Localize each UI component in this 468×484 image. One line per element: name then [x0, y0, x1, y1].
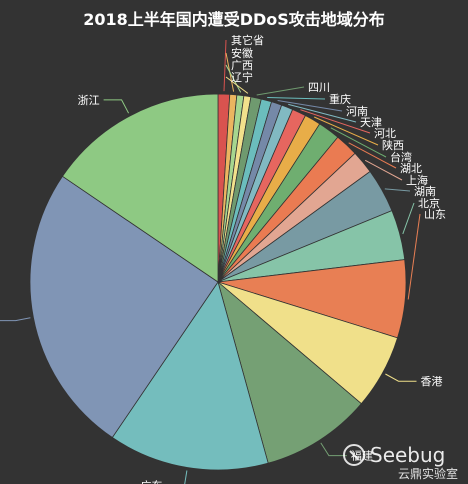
label-leader-line: [364, 159, 403, 181]
slice-label: 四川: [308, 81, 330, 94]
slice-label: 天津: [360, 116, 382, 129]
slice-labels: 其它省安徽广西辽宁四川重庆河南天津河北陕西台湾湖北上海湖南北京山东香港福建广东江…: [0, 33, 446, 484]
label-leader-line: [0, 317, 31, 322]
pie-slice[interactable]: [61, 93, 219, 283]
slice-label: 河南: [346, 105, 368, 118]
label-leader-line: [320, 442, 347, 457]
pie-slice[interactable]: [217, 280, 362, 464]
slice-label: 上海: [406, 173, 428, 187]
pie-slices: [29, 93, 407, 471]
chart-title: 2018上半年国内遭受DDoS攻击地域分布: [83, 10, 385, 29]
label-leader-line: [407, 213, 421, 300]
watermark-brand: Seebug: [370, 443, 445, 467]
slice-label: 陕西: [382, 138, 404, 152]
slice-label: 北京: [418, 196, 440, 210]
label-leader-line: [267, 97, 326, 100]
label-leader-line: [184, 470, 188, 484]
label-leader-line: [348, 142, 397, 169]
label-leader-line: [402, 202, 415, 235]
label-leader-line: [330, 127, 387, 158]
slice-label: 辽宁: [231, 70, 253, 84]
slice-label: 其它省: [231, 33, 264, 47]
label-leader-line: [313, 116, 379, 146]
slice-label: 浙江: [78, 94, 100, 107]
label-leader-line: [225, 76, 249, 94]
watermark-sub: 云鼎实验室: [398, 466, 458, 481]
slice-label: 重庆: [329, 92, 351, 106]
label-leader-line: [385, 373, 417, 382]
slice-label: 安徽: [231, 46, 253, 60]
slice-label: 福建: [351, 449, 373, 463]
label-leader-line: [277, 100, 343, 112]
label-leader-line: [384, 188, 411, 192]
slice-label: 山东: [424, 208, 446, 221]
slice-label: 湖北: [400, 162, 422, 175]
slice-label: 湖南: [414, 185, 436, 198]
slice-label: 河北: [374, 127, 396, 140]
slice-label: 香港: [421, 375, 443, 388]
pie-slice[interactable]: [29, 175, 219, 439]
pie-slice[interactable]: [111, 281, 269, 471]
label-leader-line: [223, 39, 227, 92]
seebug-logo-icon: [343, 444, 365, 466]
seebug-watermark: Seebug 云鼎实验室: [343, 443, 458, 481]
slice-label: 台湾: [390, 150, 412, 164]
label-leader-line: [225, 64, 242, 93]
label-leader-line: [300, 109, 371, 134]
label-leader-line: [256, 86, 305, 96]
slice-label: 广东: [141, 479, 163, 484]
label-leader-line: [103, 99, 130, 114]
slice-label: 广西: [231, 59, 253, 72]
label-leader-line: [288, 103, 357, 123]
